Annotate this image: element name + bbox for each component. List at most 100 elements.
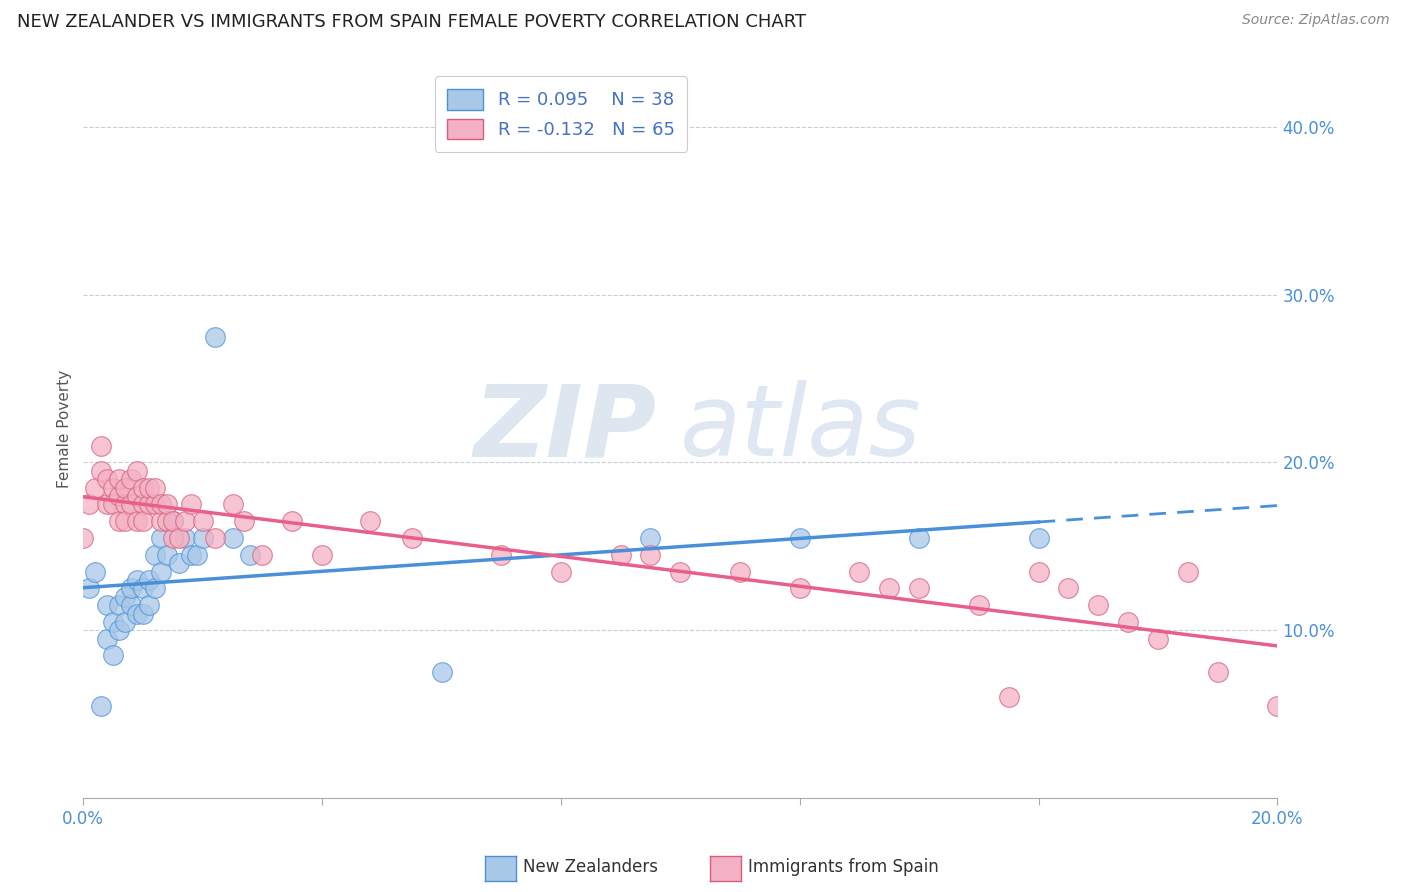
Point <box>162 531 184 545</box>
Point <box>430 665 453 680</box>
Point <box>640 548 662 562</box>
Point <box>640 531 662 545</box>
Text: atlas: atlas <box>681 380 922 477</box>
Point <box>789 531 811 545</box>
Point <box>180 548 202 562</box>
Point <box>84 565 107 579</box>
Point <box>1028 531 1050 545</box>
Point <box>204 329 226 343</box>
Legend: R = 0.095    N = 38, R = -0.132   N = 65: R = 0.095 N = 38, R = -0.132 N = 65 <box>434 76 688 152</box>
Point <box>132 582 155 596</box>
Text: NEW ZEALANDER VS IMMIGRANTS FROM SPAIN FEMALE POVERTY CORRELATION CHART: NEW ZEALANDER VS IMMIGRANTS FROM SPAIN F… <box>17 13 806 31</box>
Point <box>848 565 870 579</box>
Point <box>90 439 112 453</box>
Point <box>149 531 172 545</box>
Point <box>114 481 136 495</box>
Point <box>125 573 148 587</box>
Point <box>114 590 136 604</box>
Point <box>180 497 202 511</box>
Point <box>96 598 118 612</box>
Point <box>108 472 131 486</box>
Point <box>401 531 423 545</box>
Point <box>204 531 226 545</box>
Point <box>609 548 631 562</box>
Point <box>132 607 155 621</box>
Point <box>84 481 107 495</box>
Point <box>90 464 112 478</box>
Point <box>120 582 142 596</box>
Point <box>1147 632 1170 646</box>
Point <box>138 481 160 495</box>
Point <box>311 548 333 562</box>
Point <box>143 582 166 596</box>
Point <box>101 497 124 511</box>
Point <box>489 548 512 562</box>
Point <box>143 548 166 562</box>
Point <box>138 497 160 511</box>
Point <box>108 624 131 638</box>
Point <box>101 481 124 495</box>
Point <box>101 615 124 629</box>
Point <box>125 464 148 478</box>
Point <box>77 582 100 596</box>
Point <box>233 514 256 528</box>
Point <box>173 514 195 528</box>
Point <box>252 548 274 562</box>
Point <box>1267 698 1289 713</box>
Point <box>149 514 172 528</box>
Point <box>908 582 931 596</box>
Text: ZIP: ZIP <box>474 380 657 477</box>
Point <box>120 472 142 486</box>
Point <box>149 497 172 511</box>
Point <box>125 514 148 528</box>
Point <box>108 598 131 612</box>
Point <box>77 497 100 511</box>
Point <box>125 489 148 503</box>
Point <box>114 514 136 528</box>
Point <box>114 615 136 629</box>
Point <box>669 565 692 579</box>
Point <box>191 514 214 528</box>
Point <box>125 607 148 621</box>
Point <box>191 531 214 545</box>
Point <box>108 514 131 528</box>
Point <box>72 531 94 545</box>
Point <box>101 648 124 663</box>
Y-axis label: Female Poverty: Female Poverty <box>58 370 72 488</box>
Point <box>90 698 112 713</box>
Text: Source: ZipAtlas.com: Source: ZipAtlas.com <box>1241 13 1389 28</box>
Point <box>132 481 155 495</box>
Point <box>96 632 118 646</box>
Point <box>132 514 155 528</box>
Point <box>149 565 172 579</box>
Point <box>114 497 136 511</box>
Point <box>120 497 142 511</box>
Point <box>138 573 160 587</box>
Point <box>167 556 190 570</box>
Point <box>96 472 118 486</box>
Point <box>162 514 184 528</box>
Point <box>908 531 931 545</box>
Point <box>143 481 166 495</box>
Point <box>221 497 243 511</box>
Text: New Zealanders: New Zealanders <box>523 858 658 876</box>
Point <box>120 598 142 612</box>
Point <box>1028 565 1050 579</box>
Point <box>1087 598 1109 612</box>
Point <box>186 548 208 562</box>
Point <box>1177 565 1199 579</box>
Point <box>162 514 184 528</box>
Point <box>967 598 990 612</box>
Point <box>108 489 131 503</box>
Point <box>997 690 1019 705</box>
Point <box>96 497 118 511</box>
Point <box>156 514 179 528</box>
Point <box>173 531 195 545</box>
Point <box>1206 665 1229 680</box>
Point <box>132 497 155 511</box>
Point <box>156 548 179 562</box>
Point <box>221 531 243 545</box>
Point <box>1116 615 1139 629</box>
Point <box>879 582 901 596</box>
Point <box>167 531 190 545</box>
